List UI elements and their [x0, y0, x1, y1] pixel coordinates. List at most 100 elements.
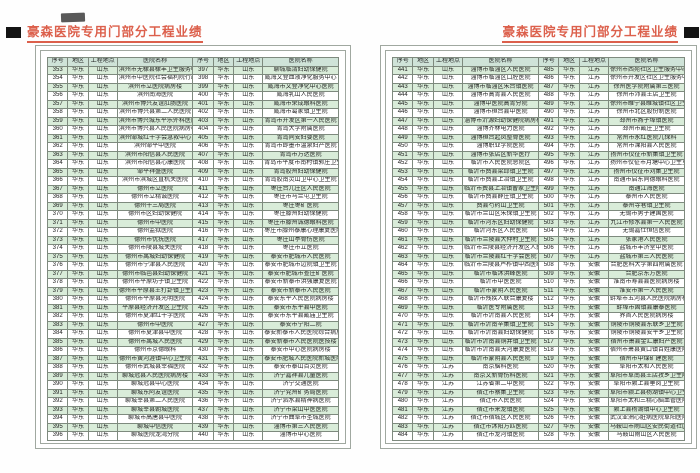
location-cell: 山东 — [233, 201, 264, 211]
hospital-cell: 青岛胶州妇幼保健院 — [262, 167, 339, 177]
location-cell: 江苏 — [432, 397, 464, 407]
hospital-cell: 枣庄台儿庄区人民医院 — [262, 184, 339, 194]
table-row: 480 华东 江苏 宿迁市人民医院 524 华东 安徽 阜阳市太和三精心脑血管医院 — [391, 397, 685, 407]
serial-cell: 363 — [46, 150, 69, 160]
region-cell: 华东 — [412, 329, 434, 339]
region-cell: 华东 — [412, 337, 434, 347]
table-row: 483华东江苏宿迁市沭阳万匹医院527华东安徽马鞍山市雨山区安民街道社区卫生中心 — [391, 422, 685, 432]
serial-cell: 420 — [192, 261, 214, 271]
page-border-inner: 序号 地区 工程地点 医院名称 序号 地区 工程地点 医院名称 353 华东 山东 滨州市无棣县棣丰卫… — [40, 50, 346, 444]
location-cell: 山东 — [87, 193, 118, 203]
region-cell: 华东 — [67, 235, 89, 245]
location-cell: 山东 — [432, 65, 464, 75]
location-cell: 山东 — [432, 244, 464, 254]
region-cell: 华东 — [558, 74, 580, 84]
hospital-cell: 扬州市仪征市新集镇卫生院 — [608, 150, 685, 160]
serial-cell: 396 — [46, 431, 69, 441]
serial-cell: 454 — [391, 176, 414, 186]
serial-cell: 494 — [537, 142, 560, 152]
location-cell: 山东 — [87, 388, 118, 398]
region-cell: 华东 — [67, 210, 89, 220]
location-cell: 山东 — [233, 218, 264, 228]
region-cell: 华东 — [412, 354, 434, 364]
location-cell: 山东 — [233, 278, 264, 288]
hospital-cell: 德州监狱医院 — [116, 227, 194, 237]
region-cell: 华东 — [212, 252, 235, 262]
hospital-cell: 无锡市男子建国医院 — [608, 210, 685, 220]
hospital-cell: 邹平祥盛医院 — [116, 167, 194, 177]
hospital-cell: 常州市永红医院儿保科 — [608, 133, 685, 143]
region-cell: 华东 — [558, 388, 580, 398]
location-cell: 山东 — [87, 125, 118, 135]
table-row: 388 华东 山东 德州市武城县幸福医院 432 华东 山东 泰安市泰山百灵医院 — [46, 363, 339, 373]
hospital-cell: 德州市区妇幼保健院 — [116, 210, 194, 220]
hospital-cell: 宿迁市蔡集卫生院 — [462, 388, 539, 398]
region-cell: 华东 — [558, 303, 580, 313]
region-cell: 华东 — [67, 108, 89, 118]
location-cell: 山东 — [87, 354, 118, 364]
region-cell: 华东 — [212, 167, 235, 177]
table-row: 375 华东 山东 德州市禹城妇幼保健院 419 华东 山东 泰安市肥城市人民医院 — [46, 252, 339, 262]
location-cell: 安徽 — [578, 414, 610, 424]
region-cell: 华东 — [67, 201, 89, 211]
serial-cell: 433 — [192, 371, 214, 381]
region-cell: 华东 — [558, 201, 580, 211]
hospital-cell: 南京文新骨伤科医院 — [462, 371, 539, 381]
region-cell: 华东 — [558, 116, 580, 126]
region-cell: 华东 — [412, 193, 434, 203]
hospital-cell: 宿迁市宿城区人民医院 — [462, 414, 539, 424]
serial-cell: 441 — [391, 65, 414, 75]
serial-cell: 406 — [192, 142, 214, 152]
region-cell: 华东 — [67, 269, 89, 279]
location-cell: 山东 — [233, 91, 264, 101]
serial-cell: 359 — [46, 116, 69, 126]
serial-cell: 413 — [192, 201, 214, 211]
serial-cell: 394 — [46, 414, 69, 424]
table-row: 395 华东 山东 聊城中信医院 439 华东 山东 淄博市第三人民医院 — [46, 422, 339, 432]
serial-cell: 402 — [192, 108, 214, 118]
table-row: 393 华东 山东 聊城莘县朝城医院 437 华东 山东 济宁市梁山中医医院 — [46, 405, 339, 415]
serial-cell: 513 — [537, 303, 560, 313]
region-cell: 华东 — [412, 346, 434, 356]
location-cell: 山东 — [87, 108, 118, 118]
serial-cell: 508 — [537, 261, 560, 271]
hospital-cell: 济宁兖州矿务局医院 — [262, 388, 339, 398]
region-cell: 华东 — [67, 329, 89, 339]
hospital-cell: 泰安市东平县戴庙卫生院 — [262, 312, 339, 322]
region-cell: 华东 — [67, 354, 89, 364]
region-cell: 华东 — [212, 227, 235, 237]
hospital-cell: 临沂市沂南县天河康复医院 — [462, 346, 539, 356]
header-row: 序号 地区 工程地点 医院名称 序号 地区 工程地点 医院名称 — [391, 57, 685, 67]
serial-cell: 423 — [192, 286, 214, 296]
hospital-cell: 泰安市中心医院病房楼 — [262, 346, 339, 356]
hospital-cell: 青岛市平度市南村镇郭庄卫生院 — [262, 159, 339, 169]
region-cell: 华东 — [212, 329, 235, 339]
serial-cell: 369 — [46, 201, 69, 211]
location-cell: 安徽 — [578, 303, 610, 313]
table-row: 356 华东 山东 滨州南海医院 400 华东 山东 威海乳山人民医院 — [46, 91, 339, 101]
table-row: 457 华东 山东 费县芍药山卫生院 501 华东 江苏 泰州寺巷镇卫生院 — [391, 201, 685, 211]
region-cell: 华东 — [558, 244, 580, 254]
column-header: 地区 — [212, 57, 235, 67]
region-cell: 华东 — [558, 380, 580, 390]
table-row: 473 华东 山东 临沂市沂南县铜井镇卫生院 517 华东 安徽 宿州市萧县金汇康妇产医院 — [391, 337, 685, 347]
location-cell: 山东 — [432, 159, 464, 169]
location-cell: 山东 — [87, 337, 118, 347]
region-cell: 华东 — [558, 286, 580, 296]
table-row: 367 华东 山东 德州市立医院 411 华东 山东 枣庄台儿庄区人民医院 — [46, 184, 339, 194]
location-cell: 山东 — [233, 312, 264, 322]
location-cell: 江苏 — [578, 176, 610, 186]
table-row: 461 华东 山东 临沂市兰陵县大仲村卫生院 505 华东 江苏 张家港人民医院 — [391, 235, 685, 245]
region-cell: 华东 — [412, 295, 434, 305]
serial-cell: 390 — [46, 380, 69, 390]
serial-cell: 366 — [46, 176, 69, 186]
serial-cell: 491 — [537, 116, 560, 126]
region-cell: 华东 — [212, 65, 235, 75]
hospital-cell: 淄博市第三人民医院 — [262, 422, 339, 432]
hospital-cell: 无锡嘉仕恒信医院 — [608, 227, 685, 237]
region-cell: 华东 — [558, 252, 580, 262]
serial-cell: 383 — [46, 320, 69, 330]
location-cell: 山东 — [233, 405, 264, 415]
location-cell: 山东 — [432, 295, 464, 305]
hospital-cell: 宿迁市沭阳万匹医院 — [462, 422, 539, 432]
